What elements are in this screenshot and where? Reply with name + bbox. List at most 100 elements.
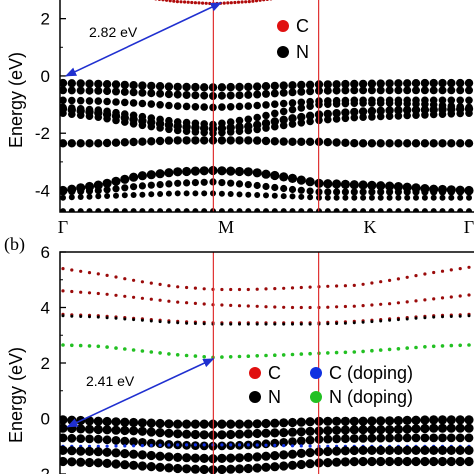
band-7-point <box>455 433 465 443</box>
band-1-point <box>440 296 445 300</box>
band-0-point <box>440 269 445 273</box>
band-3-point <box>229 322 233 326</box>
band-3-point <box>465 96 473 105</box>
band-3-point <box>191 103 200 111</box>
band-5-point <box>411 415 421 425</box>
band-6-point <box>244 126 253 135</box>
band-10-point <box>254 192 261 198</box>
band-7-point <box>155 136 165 146</box>
band-9-point <box>94 187 102 195</box>
band-10-point <box>121 192 128 199</box>
band-6-point <box>262 124 270 132</box>
band-9-point <box>386 188 394 196</box>
band-6-point <box>394 112 403 120</box>
band-2-point <box>235 91 244 100</box>
band-9-point <box>402 445 412 455</box>
band-9-point <box>297 186 305 194</box>
band-2-point <box>200 91 209 100</box>
band-7-point <box>305 435 315 445</box>
band-1-point <box>200 83 209 92</box>
band-1-point <box>229 303 233 307</box>
band-1-point <box>343 304 347 309</box>
band-1-point <box>429 78 438 88</box>
band-8-point <box>349 180 359 190</box>
band-7-point <box>420 433 430 443</box>
band-10-point <box>404 194 411 201</box>
band-6-point <box>129 426 139 436</box>
band-4-point <box>306 102 314 110</box>
band-4-point <box>279 107 288 116</box>
band-3-point <box>432 315 436 319</box>
band-3-point <box>379 319 383 323</box>
band-10-point <box>201 190 208 197</box>
band-4-point <box>149 350 154 354</box>
band-9-point <box>280 184 288 193</box>
band-3-point <box>405 317 409 321</box>
band-0-point <box>185 285 189 290</box>
panel-a-frame <box>59 0 474 213</box>
band-7-point <box>279 137 288 146</box>
band-9-point <box>296 448 306 458</box>
band-8-point <box>376 181 386 191</box>
band-0-point <box>132 278 136 282</box>
band-11-point <box>104 208 111 212</box>
band-7-point <box>76 434 86 443</box>
band-9-point <box>111 448 121 458</box>
band-1-point <box>193 301 197 305</box>
band-4-point <box>396 347 401 351</box>
panel-a-y-axis-title: Energy (eV) <box>6 52 26 148</box>
band-3-point <box>262 101 270 109</box>
band-11-point <box>263 208 269 212</box>
band-7-point <box>438 433 447 443</box>
band-11-point <box>183 208 190 212</box>
band-1-point <box>129 81 138 90</box>
band-10-point <box>77 194 84 200</box>
band-10-point <box>340 457 350 467</box>
band-6-point <box>234 429 245 439</box>
band-4-point <box>105 345 109 349</box>
band-3-point <box>121 98 129 107</box>
band-1-point <box>370 303 374 307</box>
band-2-point <box>217 91 226 100</box>
y-tick-label: 2 <box>41 354 50 373</box>
band-6-point <box>340 425 350 435</box>
band-8-point <box>273 443 277 447</box>
band-1-point <box>167 299 171 303</box>
band-4-point <box>352 350 357 354</box>
band-10-point <box>199 464 209 474</box>
band-10-point <box>245 191 252 198</box>
band-11-point <box>351 208 358 212</box>
band-3-point <box>458 314 462 318</box>
band-6-point <box>199 430 209 440</box>
band-6-point <box>103 114 111 123</box>
band-3-point <box>132 318 136 322</box>
band-1-point <box>367 79 377 88</box>
band-9-point <box>403 188 411 196</box>
band-9-point <box>465 188 473 196</box>
band-3-point <box>244 102 253 110</box>
band-9-point <box>385 445 395 455</box>
band-7-point <box>261 136 271 146</box>
band-5-point <box>367 416 377 426</box>
band-1-point <box>94 79 103 89</box>
band-6-point <box>94 113 103 121</box>
band-2-point <box>67 86 76 95</box>
band-6-point <box>218 128 226 137</box>
band-7-point <box>270 137 279 146</box>
band-11-point <box>236 208 243 212</box>
band-4-point <box>361 349 365 354</box>
band-4-point <box>343 350 348 355</box>
band-5-point <box>464 415 474 425</box>
band-8-point <box>199 166 209 176</box>
band-0-point <box>202 287 206 291</box>
band-10-point <box>437 456 448 467</box>
band-6-point <box>350 113 359 122</box>
band-9-point <box>323 446 333 457</box>
band-1-point <box>405 300 409 304</box>
band-7-point <box>129 137 138 147</box>
band-7-point <box>102 138 112 148</box>
band-4-point <box>359 99 367 107</box>
y-tick-label: 0 <box>41 67 50 86</box>
band-9-point <box>420 445 430 455</box>
band-5-point <box>155 418 165 429</box>
